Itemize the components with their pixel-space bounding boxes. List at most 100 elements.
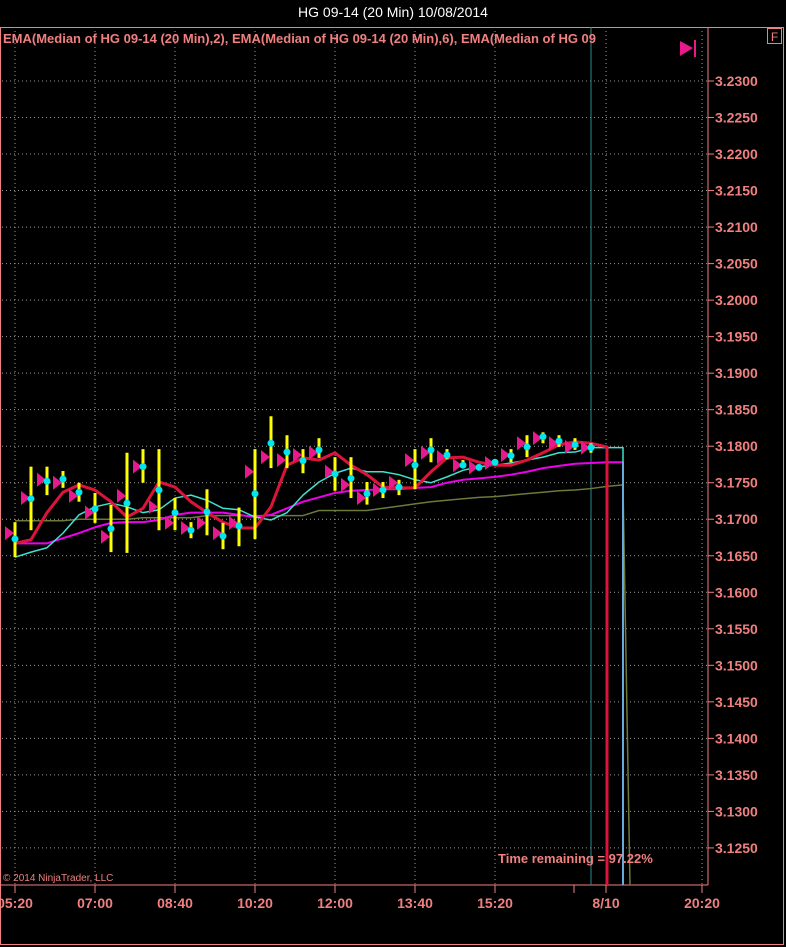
price-bar <box>165 498 179 531</box>
f-button[interactable]: F <box>767 28 782 44</box>
open-marker <box>421 445 430 460</box>
close-marker <box>427 446 435 454</box>
price-bar <box>309 438 323 460</box>
close-marker <box>75 488 83 496</box>
price-bar <box>405 449 419 490</box>
price-bar <box>213 522 227 550</box>
open-marker <box>85 505 94 520</box>
ema-line-3 <box>15 461 624 885</box>
skip-triangle <box>680 41 693 56</box>
y-tick-label: 3.1850 <box>715 402 758 418</box>
open-marker <box>261 450 270 465</box>
close-marker <box>491 458 499 466</box>
price-bar <box>261 416 275 469</box>
open-marker <box>149 499 158 514</box>
close-marker <box>331 470 339 478</box>
close-marker <box>123 499 131 507</box>
open-marker <box>181 521 190 536</box>
y-tick-label: 3.1750 <box>715 475 758 491</box>
close-marker <box>539 433 547 441</box>
y-tick-label: 3.1350 <box>715 767 758 783</box>
open-marker <box>229 515 238 530</box>
open-marker <box>309 445 318 460</box>
close-marker <box>91 505 99 513</box>
open-marker <box>341 477 350 492</box>
open-marker <box>501 447 510 462</box>
close-marker <box>315 446 323 454</box>
close-marker <box>443 451 451 459</box>
open-marker <box>581 440 590 455</box>
close-marker <box>139 463 147 471</box>
price-bar <box>85 492 99 523</box>
open-marker <box>549 436 558 451</box>
open-marker <box>437 450 446 465</box>
open-marker <box>53 475 62 490</box>
open-marker <box>197 515 206 530</box>
y-tick-label: 3.2250 <box>715 110 758 126</box>
close-marker <box>203 508 211 516</box>
y-tick-label: 3.2150 <box>715 183 758 199</box>
y-tick-label: 3.2300 <box>715 73 758 89</box>
x-tick-label: 05:20 <box>0 895 33 911</box>
price-bar <box>53 471 67 490</box>
y-tick-label: 3.1600 <box>715 584 758 600</box>
time-remaining-label: Time remaining = 97.22% <box>498 851 653 866</box>
x-tick-label: 07:00 <box>77 895 113 911</box>
price-bar <box>197 489 211 536</box>
open-marker <box>69 488 78 503</box>
close-marker <box>571 441 579 449</box>
close-marker <box>187 526 195 534</box>
y-tick-label: 3.1450 <box>715 694 758 710</box>
open-marker <box>293 447 302 462</box>
open-marker <box>37 472 46 487</box>
price-bar <box>485 455 499 470</box>
price-bar <box>69 482 83 503</box>
open-marker <box>133 459 142 474</box>
close-marker <box>171 509 179 517</box>
y-tick-label: 3.1900 <box>715 365 758 381</box>
close-marker <box>11 535 19 543</box>
open-marker <box>213 526 222 541</box>
close-marker <box>475 463 483 471</box>
price-bar <box>373 481 387 499</box>
price-bar <box>341 457 355 499</box>
y-tick-label: 3.1400 <box>715 730 758 746</box>
open-marker <box>21 491 30 506</box>
open-marker <box>357 491 366 506</box>
close-marker <box>107 525 115 533</box>
close-marker <box>507 452 515 460</box>
open-marker <box>165 515 174 530</box>
price-bar <box>357 481 371 506</box>
open-marker <box>517 436 526 451</box>
price-bar <box>421 438 435 463</box>
open-marker <box>277 453 286 468</box>
price-bar <box>181 521 195 539</box>
price-bar <box>293 447 307 474</box>
copyright-text: © 2014 NinjaTrader, LLC <box>3 873 114 884</box>
close-marker <box>411 461 419 469</box>
indicator-legend: EMA(Median of HG 09-14 (20 Min),2), EMA(… <box>3 31 597 46</box>
open-marker <box>245 464 254 479</box>
y-tick-label: 3.1250 <box>715 840 758 856</box>
price-bar <box>389 475 403 496</box>
price-bar <box>21 466 35 531</box>
close-marker <box>395 483 403 491</box>
open-marker <box>533 431 542 446</box>
x-tick-label: 12:00 <box>317 895 353 911</box>
skip-bar <box>694 40 696 57</box>
open-marker <box>325 464 334 479</box>
x-tick-label: 20:20 <box>684 895 720 911</box>
close-marker <box>27 495 35 503</box>
open-marker <box>117 488 126 503</box>
price-bar <box>517 435 531 458</box>
price-bar <box>581 440 595 455</box>
open-marker <box>5 526 14 541</box>
price-bar <box>533 431 547 446</box>
close-marker <box>379 486 387 494</box>
skip-to-end-icon[interactable] <box>680 40 696 57</box>
open-marker <box>565 439 574 454</box>
x-tick-label: 15:20 <box>477 895 513 911</box>
close-marker <box>155 486 163 494</box>
open-marker <box>405 453 414 468</box>
